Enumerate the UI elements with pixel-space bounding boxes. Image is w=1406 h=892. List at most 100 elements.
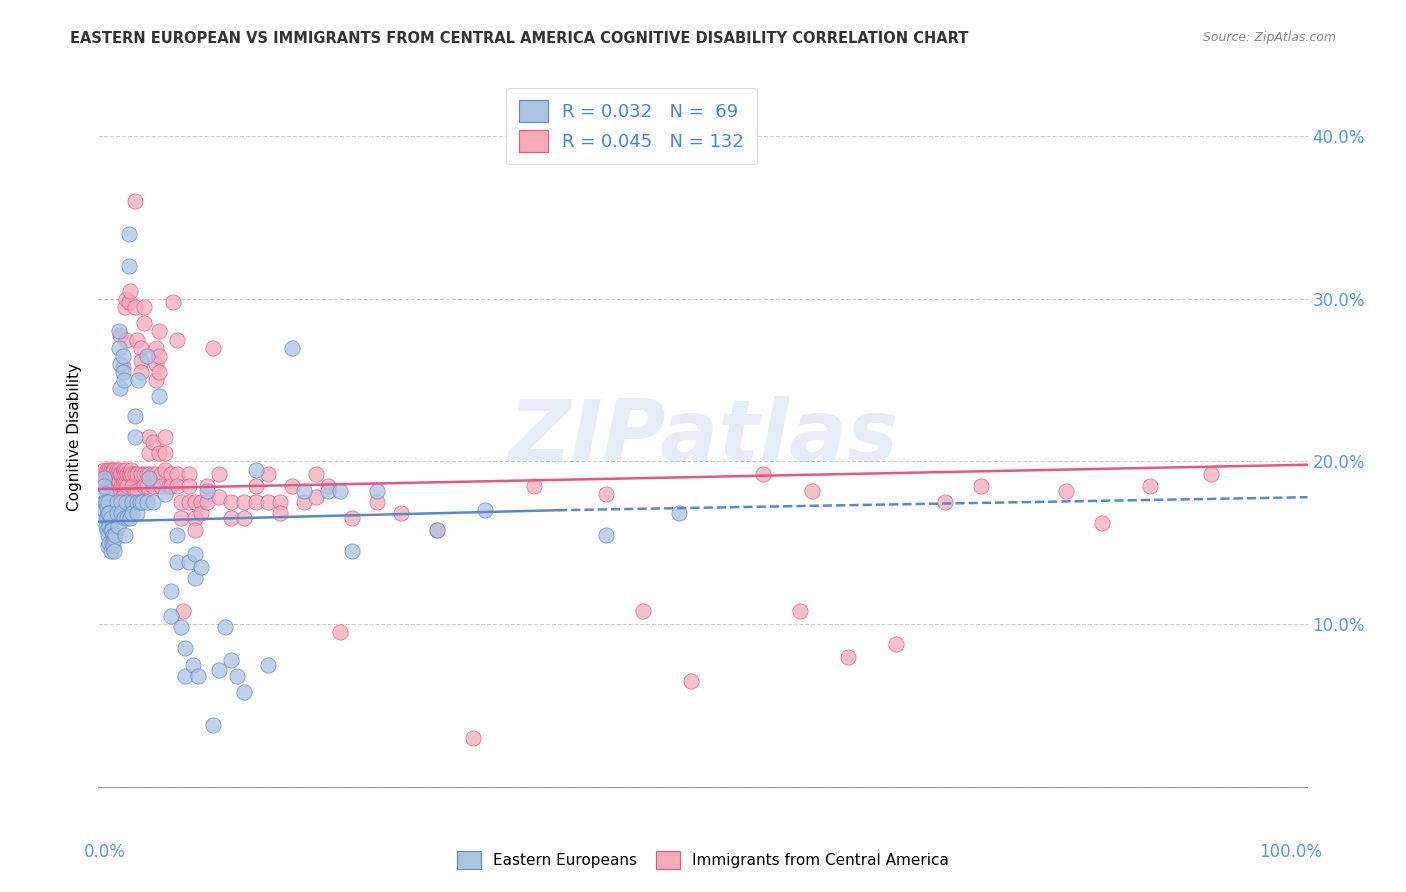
Point [105, 507, 128, 521]
Point [256, 467, 278, 482]
Point [232, 511, 254, 525]
Point [104, 490, 127, 504]
Point [179, 495, 201, 509]
Point [179, 479, 201, 493]
Point [800, 483, 823, 498]
Point [970, 479, 993, 493]
Point [148, 446, 170, 460]
Point [124, 194, 146, 209]
Point [134, 467, 156, 482]
Point [108, 381, 131, 395]
Point [281, 479, 304, 493]
Point [157, 479, 180, 493]
Point [169, 620, 191, 634]
Point [886, 636, 908, 650]
Point [110, 479, 132, 493]
Point [118, 511, 141, 525]
Point [127, 483, 149, 498]
Point [96, 523, 118, 537]
Point [153, 430, 176, 444]
Point [245, 462, 267, 476]
Point [131, 495, 153, 509]
Point [187, 669, 209, 683]
Point [1091, 516, 1114, 531]
Text: EASTERN EUROPEAN VS IMMIGRANTS FROM CENTRAL AMERICA COGNITIVE DISABILITY CORRELA: EASTERN EUROPEAN VS IMMIGRANTS FROM CENT… [70, 31, 969, 46]
Point [108, 357, 131, 371]
Point [316, 483, 339, 498]
Point [111, 467, 134, 482]
Point [103, 544, 125, 558]
Point [97, 527, 120, 541]
Point [389, 507, 412, 521]
Point [104, 467, 127, 482]
Point [145, 373, 167, 387]
Point [129, 467, 152, 482]
Point [101, 490, 124, 504]
Point [142, 434, 165, 449]
Point [934, 495, 956, 509]
Point [160, 479, 183, 493]
Point [174, 669, 197, 683]
Point [98, 483, 121, 498]
Point [127, 495, 149, 509]
Point [112, 373, 135, 387]
Point [124, 483, 146, 498]
Point [115, 292, 138, 306]
Point [93, 495, 115, 509]
Point [142, 495, 165, 509]
Point [110, 495, 132, 509]
Point [195, 495, 218, 509]
Point [100, 474, 122, 488]
Point [121, 479, 143, 493]
Point [142, 467, 165, 482]
Point [115, 495, 138, 509]
Point [111, 490, 134, 504]
Point [128, 495, 150, 509]
Point [153, 487, 176, 501]
Point [101, 462, 124, 476]
Point [100, 479, 122, 493]
Point [474, 503, 496, 517]
Point [305, 490, 328, 504]
Point [107, 519, 129, 533]
Point [179, 467, 201, 482]
Point [111, 360, 134, 375]
Point [245, 495, 267, 509]
Point [292, 483, 315, 498]
Point [190, 495, 212, 509]
Point [631, 604, 654, 618]
Point [1054, 483, 1077, 498]
Point [129, 353, 152, 368]
Point [195, 483, 218, 498]
Point [93, 462, 115, 476]
Point [129, 365, 152, 379]
Point [114, 527, 136, 541]
Point [110, 507, 132, 521]
Point [153, 462, 176, 476]
Point [98, 474, 121, 488]
Point [108, 483, 131, 498]
Point [118, 284, 141, 298]
Point [174, 641, 197, 656]
Point [108, 325, 131, 339]
Point [121, 467, 143, 482]
Point [135, 495, 157, 509]
Point [837, 649, 859, 664]
Point [1199, 467, 1222, 482]
Point [184, 572, 207, 586]
Point [160, 608, 183, 623]
Point [103, 462, 125, 476]
Point [202, 718, 225, 732]
Point [169, 495, 191, 509]
Point [135, 467, 157, 482]
Point [94, 511, 117, 525]
Point [91, 474, 114, 488]
Point [1139, 479, 1161, 493]
Point [115, 462, 138, 476]
Point [108, 462, 131, 476]
Point [105, 462, 128, 476]
Point [112, 511, 135, 525]
Point [105, 474, 128, 488]
Point [103, 474, 125, 488]
Point [202, 341, 225, 355]
